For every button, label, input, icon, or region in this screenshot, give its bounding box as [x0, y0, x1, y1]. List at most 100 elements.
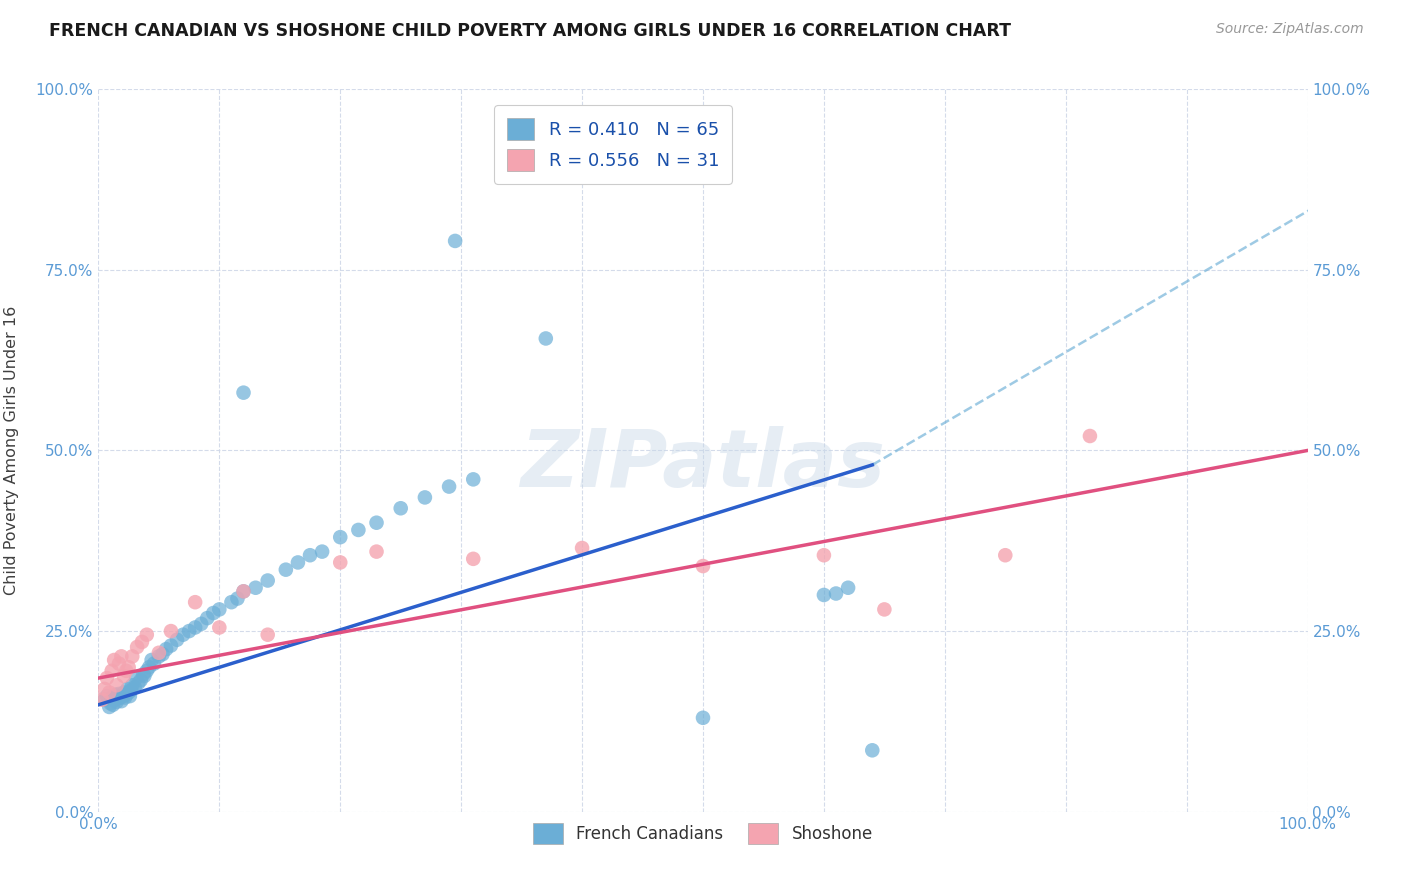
Point [105, 695, 128, 709]
Text: FRENCH CANADIAN VS SHOSHONE CHILD POVERTY AMONG GIRLS UNDER 16 CORRELATION CHART: FRENCH CANADIAN VS SHOSHONE CHILD POVERT… [49, 22, 1011, 40]
Point [115, 664, 138, 678]
Point [114, 690, 136, 705]
Point [100, 696, 122, 710]
Point [155, 642, 177, 657]
Point [127, 640, 149, 654]
Point [98, 685, 121, 699]
Point [93, 692, 115, 706]
Point [329, 530, 352, 544]
Point [127, 676, 149, 690]
Point [179, 624, 201, 639]
Point [329, 556, 352, 570]
Point [101, 698, 124, 712]
Point [148, 646, 170, 660]
Point [245, 581, 267, 595]
Point [837, 581, 859, 595]
Point [366, 544, 388, 558]
Point [131, 635, 153, 649]
Point [108, 657, 131, 671]
Point [860, 743, 883, 757]
Point [118, 685, 141, 699]
Point [463, 551, 485, 566]
Point [118, 660, 141, 674]
Point [413, 491, 436, 505]
Point [202, 606, 225, 620]
Point [111, 689, 134, 703]
Point [389, 501, 412, 516]
Point [444, 234, 467, 248]
Point [103, 653, 125, 667]
Point [226, 591, 249, 606]
Point [100, 690, 122, 705]
Point [571, 541, 593, 555]
Point [93, 681, 115, 696]
Point [813, 548, 835, 562]
Point [135, 664, 157, 678]
Point [96, 671, 118, 685]
Point [117, 681, 139, 696]
Point [125, 671, 148, 685]
Point [124, 681, 146, 695]
Point [366, 516, 388, 530]
Point [112, 685, 135, 699]
Point [138, 660, 160, 674]
Point [232, 584, 254, 599]
Point [135, 628, 157, 642]
Point [160, 639, 183, 653]
Point [160, 624, 183, 639]
Point [121, 649, 143, 664]
Point [1078, 429, 1101, 443]
Point [208, 602, 231, 616]
Point [692, 711, 714, 725]
Point [232, 385, 254, 400]
Point [103, 692, 125, 706]
Point [813, 588, 835, 602]
Point [100, 664, 122, 678]
Point [108, 690, 131, 705]
Point [232, 584, 254, 599]
Point [873, 602, 896, 616]
Legend: French Canadians, Shoshone: French Canadians, Shoshone [526, 817, 880, 850]
Point [110, 649, 132, 664]
Point [120, 683, 142, 698]
Point [190, 616, 212, 631]
Point [534, 331, 557, 345]
Point [91, 692, 114, 706]
Point [463, 472, 485, 486]
Point [152, 647, 174, 661]
Point [311, 544, 333, 558]
Point [141, 653, 163, 667]
Point [148, 649, 170, 664]
Point [195, 611, 218, 625]
Text: ZIPatlas: ZIPatlas [520, 425, 886, 504]
Point [347, 523, 370, 537]
Point [110, 694, 132, 708]
Y-axis label: Child Poverty Among Girls Under 16: Child Poverty Among Girls Under 16 [4, 306, 18, 595]
Point [184, 620, 207, 634]
Point [692, 559, 714, 574]
Point [208, 620, 231, 634]
Point [256, 628, 278, 642]
Point [129, 673, 152, 688]
Point [221, 595, 243, 609]
Point [104, 688, 127, 702]
Text: Source: ZipAtlas.com: Source: ZipAtlas.com [1216, 22, 1364, 37]
Point [112, 669, 135, 683]
Point [166, 632, 188, 647]
Point [132, 667, 155, 681]
Point [256, 574, 278, 588]
Point [98, 700, 121, 714]
Point [172, 628, 194, 642]
Point [121, 678, 143, 692]
Point [825, 586, 848, 600]
Point [115, 688, 138, 702]
Point [143, 657, 166, 671]
Point [274, 563, 297, 577]
Point [105, 678, 128, 692]
Point [134, 669, 156, 683]
Point [107, 691, 129, 706]
Point [96, 689, 118, 703]
Point [108, 687, 131, 701]
Point [437, 480, 460, 494]
Point [118, 689, 141, 703]
